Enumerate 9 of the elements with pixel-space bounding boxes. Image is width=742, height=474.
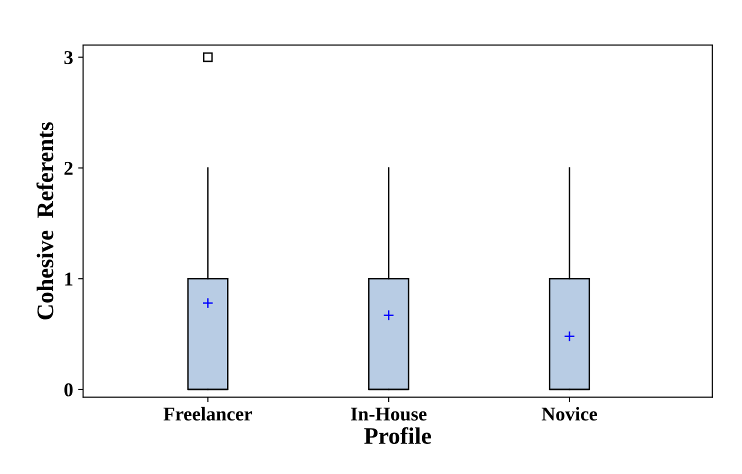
- x-tick-label: Novice: [542, 406, 598, 421]
- y-axis-title: Cohesive Referents: [36, 122, 54, 320]
- x-axis-title: Profile: [364, 427, 431, 444]
- y-tick-label: 1: [65, 272, 72, 286]
- x-tick-label: In-House: [350, 408, 427, 421]
- y-tick-label: 2: [64, 162, 73, 175]
- y-tick-label: 0: [64, 383, 73, 396]
- x-tick-label: Freelancer: [164, 406, 252, 421]
- y-tick-label: 3: [64, 51, 73, 64]
